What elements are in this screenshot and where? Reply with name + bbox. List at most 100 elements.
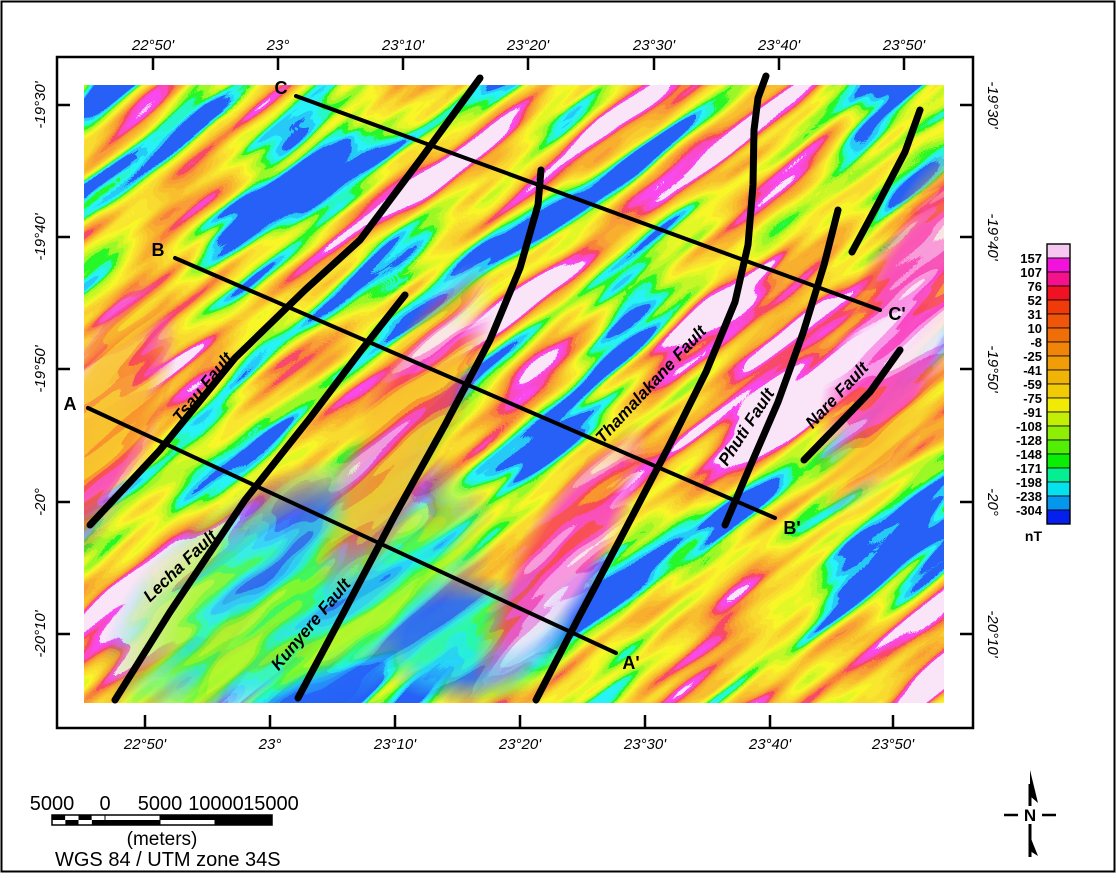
legend-swatch <box>1046 411 1071 427</box>
legend-swatch <box>1046 299 1071 315</box>
scale-bar-graphic <box>51 814 273 826</box>
legend-value: 31 <box>1028 307 1042 322</box>
lat-tick-label: -20°10' <box>984 610 1001 658</box>
section-line-c <box>294 94 882 312</box>
lon-tick-label: 23°40' <box>748 736 792 753</box>
legend-value: -25 <box>1023 349 1042 364</box>
section-label-c-prime: C' <box>888 304 905 324</box>
lon-tick-label: 23° <box>258 736 282 753</box>
lat-tick-label: -19°30' <box>32 80 49 128</box>
lon-tick-label: 23°10' <box>373 736 417 753</box>
legend-value: 52 <box>1028 293 1042 308</box>
legend-swatch <box>1046 397 1071 413</box>
legend-swatch <box>1046 509 1071 525</box>
bottom-axis-labels: 22°50' 23° 23°10' 23°20' 23°30' 23°40' 2… <box>123 736 915 753</box>
fault-line-kunyere <box>294 166 545 702</box>
projection-label: WGS 84 / UTM zone 34S <box>55 849 281 871</box>
legend-swatch <box>1046 313 1071 329</box>
scale-bar: 5000 0 5000 10000 15000 (meters) <box>30 793 299 850</box>
legend-value: -148 <box>1016 447 1042 462</box>
lon-tick-label: 23°10' <box>381 37 425 54</box>
lat-tick-label: -19°40' <box>32 212 49 260</box>
legend-value: -8 <box>1030 335 1042 350</box>
color-legend: 157 107 76 52 31 10 -8 -25 -41 -59 -75 -… <box>1016 243 1071 544</box>
section-line-b <box>173 256 777 520</box>
lon-tick-label: 22°50' <box>123 736 167 753</box>
legend-swatch <box>1046 495 1071 511</box>
lon-tick-label: 23°20' <box>506 37 550 54</box>
legend-swatch <box>1046 453 1071 469</box>
legend-swatch <box>1046 425 1071 441</box>
legend-bar-border <box>1046 243 1071 525</box>
scale-number: 5000 <box>30 793 75 815</box>
lat-tick-label: -19°30' <box>984 81 1001 129</box>
legend-value: 10 <box>1028 321 1042 336</box>
north-arrow-head <box>1030 770 1038 803</box>
lat-tick-label: -19°50' <box>984 345 1001 393</box>
scale-number: 10000 <box>188 793 244 815</box>
legend-value: 107 <box>1020 265 1042 280</box>
north-arrow-tail <box>1030 836 1038 856</box>
legend-value: -238 <box>1016 489 1042 504</box>
bottom-axis-ticks <box>143 715 895 728</box>
map-neatline <box>55 55 975 730</box>
legend-value-labels: 157 107 76 52 31 10 -8 -25 -41 -59 -75 -… <box>1016 251 1043 518</box>
section-label-c: C <box>275 78 288 98</box>
legend-swatch <box>1046 439 1071 455</box>
top-axis-labels: 22°50' 23° 23°10' 23°20' 23°30' 23°40' 2… <box>131 37 926 54</box>
legend-swatch <box>1046 285 1071 301</box>
section-line-a <box>86 406 618 655</box>
lat-tick-label: -20° <box>32 488 49 516</box>
scale-number: 15000 <box>243 793 299 815</box>
legend-value: -128 <box>1016 433 1042 448</box>
legend-color-bar <box>1046 243 1071 525</box>
lon-tick-label: 22°50' <box>131 37 175 54</box>
left-axis-labels: -19°30' -19°40' -19°50' -20° -20°10' <box>32 80 49 657</box>
north-label: N <box>1024 806 1036 825</box>
fault-line-nare <box>800 346 904 464</box>
scale-unit-label: (meters) <box>127 829 198 850</box>
axis-ticks <box>57 57 973 728</box>
legend-swatch <box>1046 243 1071 259</box>
scale-number: 5000 <box>138 793 183 815</box>
fault-line-thamalakane <box>532 72 770 704</box>
legend-value: 157 <box>1020 251 1042 266</box>
legend-value: -41 <box>1023 363 1042 378</box>
lon-tick-label: 23°30' <box>632 37 676 54</box>
scale-bar-numbers: 5000 0 5000 10000 15000 <box>30 793 299 815</box>
lon-tick-label: 23°50' <box>871 736 915 753</box>
legend-value: -198 <box>1016 475 1042 490</box>
legend-swatch <box>1046 481 1071 497</box>
lon-tick-label: 23°50' <box>882 37 926 54</box>
section-label-a: A <box>64 394 77 414</box>
left-axis-ticks <box>57 103 70 636</box>
section-label-b-prime: B' <box>783 518 800 538</box>
fault-line-unnamed-ne <box>848 106 924 256</box>
legend-swatch <box>1046 355 1071 371</box>
section-label-b: B <box>152 240 165 260</box>
lat-tick-label: -20°10' <box>32 609 49 657</box>
lat-tick-label: -19°50' <box>32 344 49 392</box>
lon-tick-label: 23°30' <box>623 736 667 753</box>
lat-tick-label: -20° <box>984 488 1001 516</box>
lon-tick-label: 23°20' <box>498 736 542 753</box>
top-axis-ticks <box>151 57 906 70</box>
legend-unit-label: nT <box>1025 528 1043 544</box>
legend-swatch <box>1046 327 1071 343</box>
legend-value: 76 <box>1028 279 1042 294</box>
legend-value: -171 <box>1016 461 1042 476</box>
legend-value: -108 <box>1016 419 1042 434</box>
right-axis-labels: -19°30' -19°40' -19°50' -20° -20°10' <box>984 81 1001 658</box>
lon-tick-label: 23° <box>266 37 290 54</box>
legend-value: -91 <box>1023 405 1042 420</box>
legend-value: -304 <box>1016 503 1043 518</box>
legend-swatch <box>1046 257 1071 273</box>
legend-swatch <box>1046 341 1071 357</box>
section-label-a-prime: A' <box>622 653 639 673</box>
lon-tick-label: 23°40' <box>757 37 801 54</box>
legend-swatch <box>1046 369 1071 385</box>
lat-tick-label: -19°40' <box>984 213 1001 261</box>
